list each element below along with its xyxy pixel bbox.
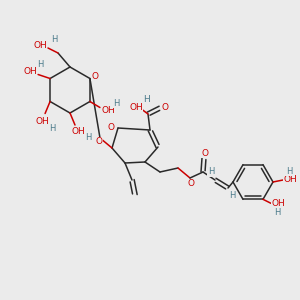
Text: H: H [286,167,292,176]
Text: O: O [95,137,103,146]
Text: OH: OH [33,40,47,50]
Text: H: H [37,60,43,69]
Text: H: H [113,99,119,108]
Text: O: O [161,103,169,112]
Text: H: H [51,34,57,43]
Text: OH: OH [283,176,297,184]
Text: OH: OH [271,199,285,208]
Text: H: H [274,208,280,217]
Text: OH: OH [35,117,49,126]
Text: OH: OH [23,67,37,76]
Text: H: H [49,124,55,133]
Text: O: O [92,72,98,81]
Text: H: H [208,167,214,176]
Text: OH: OH [101,106,115,115]
Text: H: H [85,134,91,142]
Text: O: O [202,148,208,158]
Text: H: H [142,94,149,103]
Text: OH: OH [129,103,143,112]
Text: O: O [107,122,115,131]
Text: O: O [188,179,194,188]
Text: H: H [229,190,235,200]
Text: OH: OH [71,128,85,136]
